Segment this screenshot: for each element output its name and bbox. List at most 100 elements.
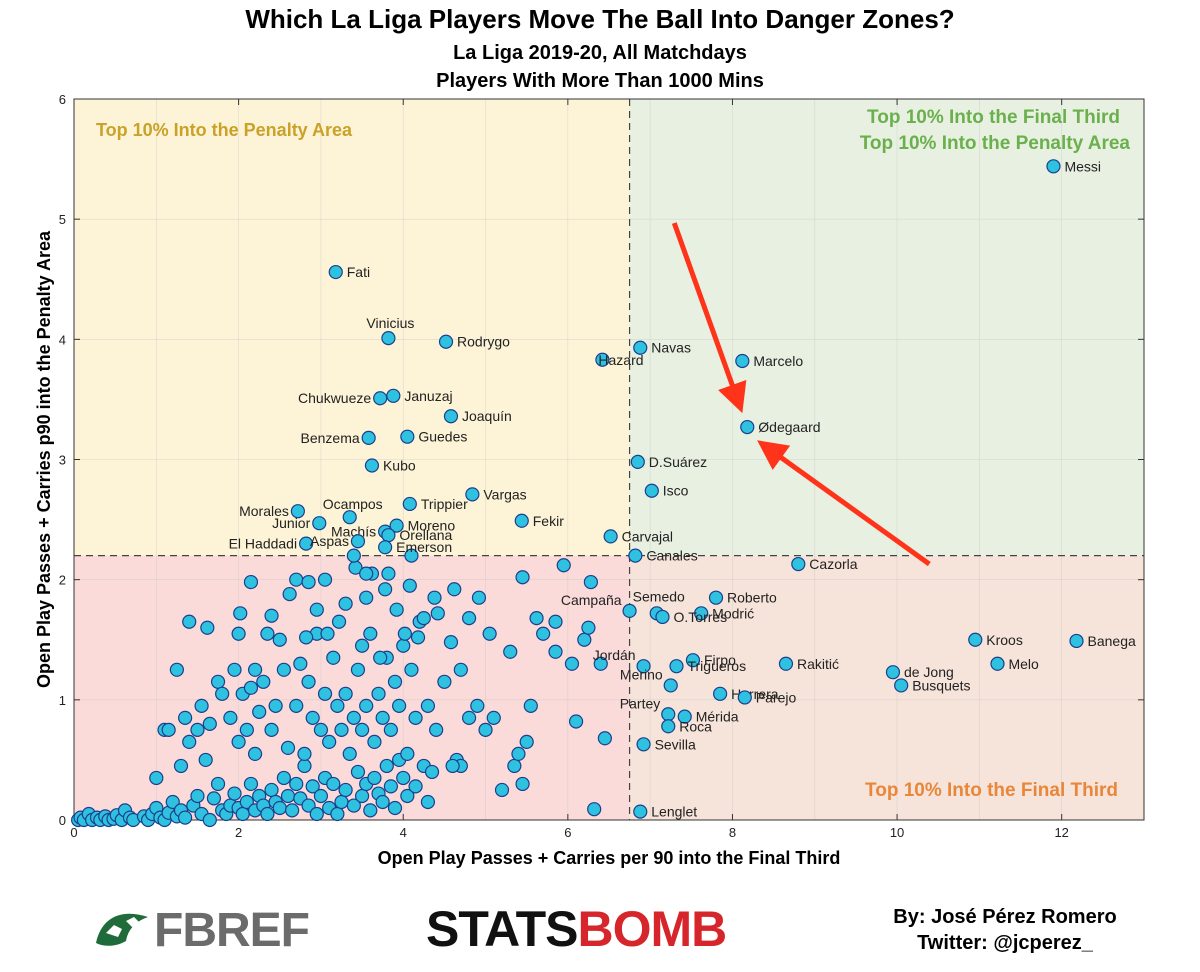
scatter-point xyxy=(165,794,180,810)
point-label-Benzema: Benzema xyxy=(301,430,360,446)
point-label-Cazorla: Cazorla xyxy=(809,556,857,572)
scatter-point-Modrić xyxy=(694,606,709,621)
scatter-point xyxy=(264,722,279,737)
scatter-point-Moreno xyxy=(389,518,404,533)
scatter-point xyxy=(330,698,345,713)
scatter-point xyxy=(447,582,462,597)
scatter-point xyxy=(392,698,407,713)
fbref-logo-text: FBREF xyxy=(154,904,310,957)
quadrant-bottom-left xyxy=(74,555,630,820)
scatter-point xyxy=(215,686,230,701)
scatter-point xyxy=(507,758,522,774)
point-label-Junior: Junior xyxy=(272,515,310,531)
scatter-point-Firpo xyxy=(685,653,701,668)
point-label-Aspas: Aspas xyxy=(310,533,349,549)
scatter-point-Kroos xyxy=(968,632,983,647)
scatter-point xyxy=(367,734,382,749)
point-label-Ocampos: Ocampos xyxy=(323,496,383,512)
y-tick-label: 3 xyxy=(59,453,66,468)
scatter-point-de Jong xyxy=(885,665,901,680)
scatter-point-El Haddadi xyxy=(299,536,314,551)
scatter-point xyxy=(429,722,444,737)
scatter-point xyxy=(354,638,370,653)
scatter-point-Roberto xyxy=(708,590,724,605)
scatter-point xyxy=(301,674,316,689)
point-label-Trigueros: Trigueros xyxy=(687,658,746,674)
scatter-point-Morales xyxy=(290,504,305,519)
scatter-point-Roca xyxy=(661,719,676,734)
point-label-Rodrygo: Rodrygo xyxy=(457,334,510,350)
scatter-point xyxy=(396,770,411,786)
scatter-point xyxy=(252,704,267,719)
scatter-point xyxy=(597,731,612,746)
point-label-Marcelo: Marcelo xyxy=(753,353,803,369)
scatter-point xyxy=(354,788,370,804)
scatter-point-Jordán xyxy=(636,659,651,674)
scatter-point xyxy=(581,620,596,635)
scatter-point xyxy=(264,782,279,798)
scatter-point xyxy=(430,606,445,621)
scatter-point xyxy=(200,620,215,635)
scatter-point xyxy=(387,674,403,689)
scatter-point xyxy=(396,638,411,653)
scatter-point-Partey xyxy=(661,707,676,722)
scatter-point xyxy=(190,788,205,804)
scatter-point xyxy=(378,582,393,597)
scatter-point-Vinicius xyxy=(381,331,396,346)
quadrant-top-left xyxy=(74,99,630,556)
y-tick-label: 0 xyxy=(59,813,66,828)
statsbomb-logo: STATSBOMB xyxy=(426,900,727,958)
scatter-point-Isco xyxy=(644,483,659,498)
scatter-point-Chukwueze xyxy=(373,391,388,406)
scatter-point xyxy=(338,596,353,611)
scatter-point xyxy=(437,674,452,689)
scatter-point xyxy=(326,776,341,792)
scatter-point xyxy=(564,656,580,671)
scatter-point xyxy=(301,798,316,813)
scatter-point xyxy=(293,656,308,671)
scatter-point xyxy=(256,674,271,689)
scatter-point xyxy=(276,770,291,786)
scatter-point xyxy=(470,698,485,713)
arrow-from-bottom-right xyxy=(757,440,931,567)
chart-subtitle-season: La Liga 2019-20, All Matchdays xyxy=(453,42,747,64)
scatter-point-Cazorla xyxy=(791,556,806,572)
point-label-Roca: Roca xyxy=(679,718,712,734)
y-tick-label: 1 xyxy=(59,693,66,708)
point-label-Semedo: Semedo xyxy=(633,588,685,604)
scatter-point xyxy=(381,566,396,581)
scatter-point xyxy=(202,716,217,731)
point-label-de Jong: de Jong xyxy=(904,664,954,680)
scatter-point xyxy=(289,572,304,587)
scatter-point xyxy=(346,548,361,563)
x-tick-label: 10 xyxy=(890,825,904,840)
scatter-point xyxy=(342,746,357,762)
scatter-point xyxy=(280,788,296,804)
scatter-point xyxy=(289,776,304,792)
scatter-point-Junior xyxy=(312,516,327,531)
scatter-point xyxy=(404,548,419,563)
point-label-Morales: Morales xyxy=(239,503,289,519)
point-label-Partey: Partey xyxy=(620,695,660,711)
scatter-point xyxy=(523,698,538,713)
scatter-point xyxy=(443,635,459,650)
scatter-point xyxy=(194,698,209,713)
scatter-point xyxy=(363,803,378,818)
quadrant-label-bottom-right: Top 10% Into the Final Third xyxy=(865,780,1118,801)
scatter-point xyxy=(350,662,366,677)
scatter-point-Trigueros xyxy=(669,659,684,674)
scatter-point xyxy=(280,740,296,756)
scatter-point xyxy=(420,698,436,713)
scatter-point xyxy=(397,626,412,641)
scatter-point xyxy=(264,608,279,623)
y-tick-label: 4 xyxy=(59,332,66,347)
scatter-point-Ocampos xyxy=(342,510,357,525)
point-label-Navas: Navas xyxy=(651,340,691,356)
scatter-point xyxy=(383,779,398,794)
scatter-point-Rakitić xyxy=(778,656,794,671)
point-label-Kroos: Kroos xyxy=(986,632,1023,648)
scatter-point xyxy=(367,770,382,786)
scatter-point xyxy=(149,770,164,786)
scatter-point xyxy=(313,788,329,804)
scatter-point xyxy=(375,794,390,810)
